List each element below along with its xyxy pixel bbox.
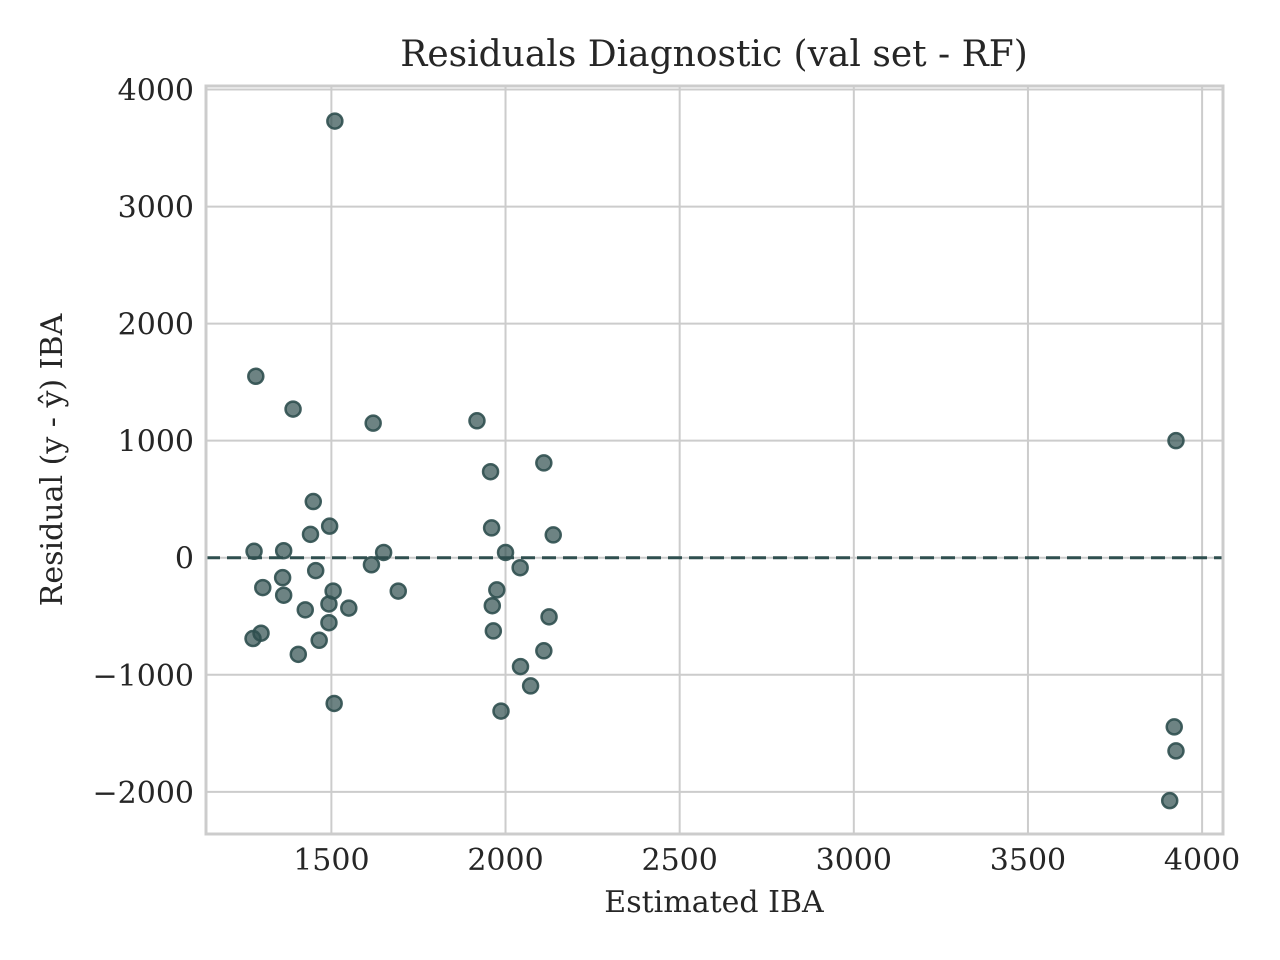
scatter-point bbox=[244, 629, 262, 648]
scatter-point bbox=[496, 543, 515, 562]
scatter-point bbox=[492, 702, 510, 720]
scatter-point bbox=[326, 112, 344, 130]
scatter-point bbox=[521, 677, 540, 695]
scatter-point bbox=[1165, 718, 1183, 736]
scatter-point bbox=[511, 657, 530, 676]
x-tick-label: 1500 bbox=[293, 843, 369, 878]
y-axis-label: Residual (y - ŷ) IBA bbox=[35, 313, 70, 606]
x-tick-label: 3000 bbox=[816, 843, 892, 878]
y-tick-label: 2000 bbox=[118, 308, 194, 343]
x-tick-label: 3500 bbox=[990, 843, 1066, 878]
scatter-point bbox=[306, 561, 325, 580]
scatter-point bbox=[540, 608, 558, 626]
scatter-point bbox=[247, 367, 265, 386]
scatter-point bbox=[482, 519, 501, 537]
scatter-point bbox=[325, 694, 343, 713]
scatter-point bbox=[274, 541, 293, 560]
chart-title: Residuals Diagnostic (val set - RF) bbox=[400, 34, 1028, 75]
y-tick-label: −1000 bbox=[93, 659, 194, 694]
y-tick-label: 4000 bbox=[118, 74, 194, 109]
plot-frame bbox=[204, 84, 1225, 836]
x-axis-label: Estimated IBA bbox=[604, 885, 824, 920]
scatter-point bbox=[1167, 431, 1185, 450]
x-tick-label: 2500 bbox=[641, 843, 717, 878]
grid-lines bbox=[206, 86, 1223, 834]
scatter-point bbox=[544, 526, 562, 544]
y-tick-label: 3000 bbox=[118, 191, 194, 226]
scatter-point bbox=[364, 414, 382, 432]
scatter-point bbox=[296, 601, 315, 619]
scatter-point bbox=[310, 631, 328, 650]
x-tick-label: 2000 bbox=[467, 843, 543, 878]
scatter-point bbox=[289, 645, 308, 664]
data-points bbox=[244, 112, 1185, 810]
scatter-point bbox=[1167, 742, 1185, 760]
scatter-point bbox=[301, 525, 320, 544]
scatter-point bbox=[468, 412, 486, 430]
scatter-point bbox=[362, 556, 381, 574]
scatter-point bbox=[1160, 791, 1179, 810]
y-axis-ticks: −2000 −1000 0 1000 2000 3000 4000 bbox=[93, 74, 194, 811]
y-tick-label: −2000 bbox=[93, 776, 194, 811]
scatter-point bbox=[320, 517, 339, 535]
scatter-point bbox=[284, 400, 302, 418]
scatter-point bbox=[488, 581, 506, 599]
x-axis-ticks: 1500 2000 2500 3000 3500 4000 bbox=[293, 843, 1240, 878]
scatter-point bbox=[320, 613, 338, 632]
scatter-point bbox=[245, 542, 263, 561]
scatter-point bbox=[254, 578, 272, 597]
scatter-point bbox=[484, 622, 503, 640]
scatter-point bbox=[320, 595, 338, 613]
y-tick-label: 0 bbox=[175, 542, 194, 577]
scatter-point bbox=[389, 582, 408, 600]
y-tick-label: 1000 bbox=[118, 425, 194, 460]
x-tick-label: 4000 bbox=[1164, 843, 1240, 878]
scatter-point bbox=[374, 543, 393, 562]
scatter-point bbox=[535, 454, 553, 472]
scatter-point bbox=[304, 492, 323, 511]
scatter-point bbox=[274, 586, 293, 604]
scatter-point bbox=[273, 568, 292, 587]
scatter-point bbox=[535, 642, 553, 660]
scatter-point bbox=[511, 558, 529, 577]
scatter-point bbox=[483, 596, 502, 615]
scatter-point bbox=[340, 599, 358, 617]
scatter-point bbox=[481, 462, 500, 481]
